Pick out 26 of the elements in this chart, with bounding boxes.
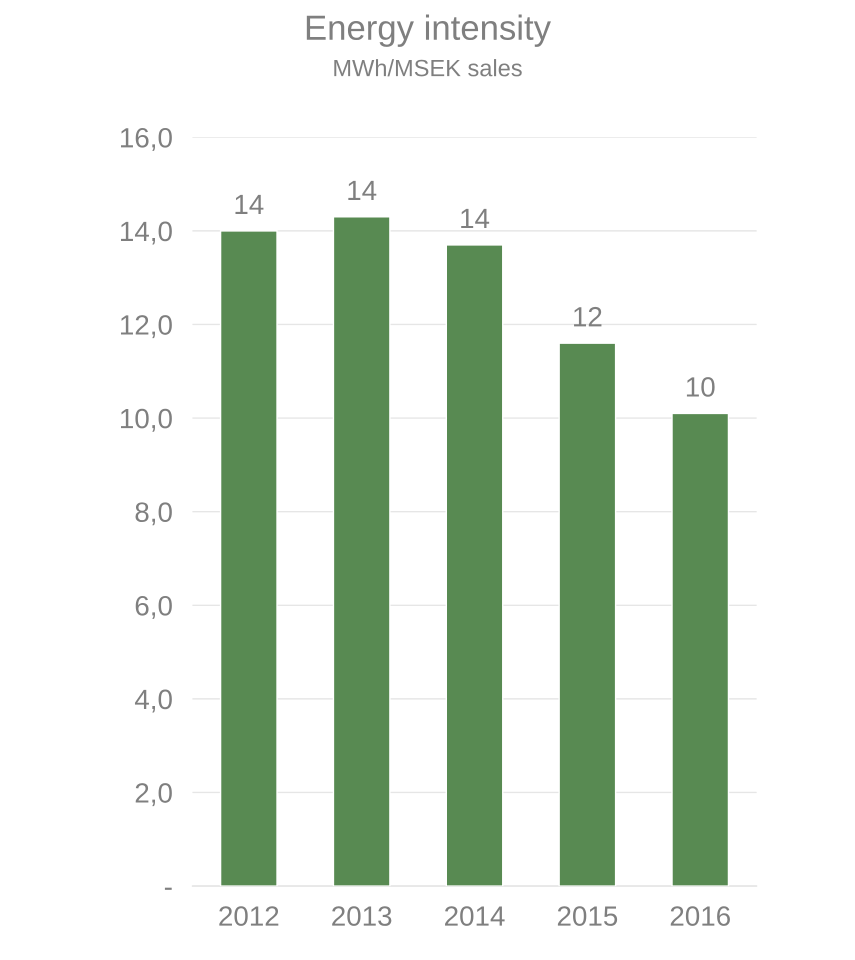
bar bbox=[558, 342, 616, 886]
data-label: 12 bbox=[574, 306, 602, 326]
y-tick-label: 14,0 bbox=[120, 222, 172, 244]
data-label: 10 bbox=[686, 377, 715, 397]
x-tick-label: 2012 bbox=[219, 906, 278, 926]
y-tick-label: 8,0 bbox=[136, 502, 172, 526]
bar bbox=[332, 216, 391, 886]
y-tick-label: 2,0 bbox=[136, 783, 172, 806]
bar bbox=[220, 230, 278, 886]
data-label: 14 bbox=[348, 180, 376, 200]
y-tick-label: 6,0 bbox=[136, 596, 172, 619]
y-tick-label: 10,0 bbox=[120, 408, 172, 432]
x-tick-label: 2016 bbox=[670, 906, 730, 926]
data-label: 14 bbox=[461, 208, 490, 228]
x-tick-label: 2015 bbox=[558, 906, 618, 926]
y-tick-label: - bbox=[164, 888, 172, 890]
bar bbox=[671, 412, 730, 886]
chart-title: Energy intensity bbox=[306, 14, 551, 47]
y-tick-label: 4,0 bbox=[134, 690, 172, 712]
chart-subtitle: MWh/MSEK sales bbox=[334, 59, 522, 76]
y-tick-label: 12,0 bbox=[120, 315, 172, 338]
data-label: 14 bbox=[235, 194, 264, 214]
x-tick-label: 2014 bbox=[445, 906, 505, 926]
bar bbox=[446, 244, 504, 886]
y-tick-label: 16,0 bbox=[120, 128, 172, 151]
x-tick-label: 2013 bbox=[332, 906, 392, 926]
